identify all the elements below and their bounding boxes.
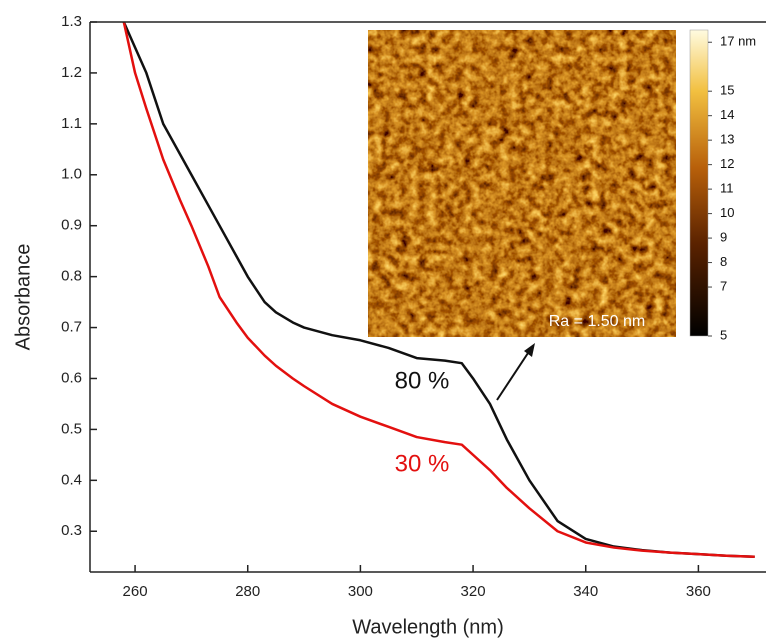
y-tick-label: 0.9 [61, 217, 82, 234]
x-tick-label: 260 [123, 583, 148, 600]
colorbar-tick-label: 17 nm [720, 34, 756, 49]
colorbar-tick-label: 9 [720, 230, 727, 245]
y-axis-label: Absorbance [12, 244, 34, 351]
colorbar-tick-label: 11 [720, 181, 734, 196]
plot-area [122, 22, 755, 558]
y-tick-label: 0.6 [61, 369, 82, 386]
x-tick-label: 340 [573, 583, 598, 600]
y-tick-label: 0.3 [61, 522, 82, 539]
x-axis-label: Wavelength (nm) [352, 616, 504, 638]
y-tick-label: 0.8 [61, 268, 82, 285]
x-tick-label: 280 [235, 583, 260, 600]
colorbar-tick-label: 15 [720, 83, 734, 98]
colorbar-tick-label: 8 [720, 254, 727, 269]
series-label: 80 % [395, 367, 450, 394]
y-tick-label: 1.2 [61, 64, 82, 81]
y-tick-label: 0.4 [61, 471, 82, 488]
y-tick-label: 1.3 [61, 13, 82, 30]
arrow [496, 349, 531, 401]
y-tick-label: 1.0 [61, 166, 82, 183]
afm-image [368, 30, 676, 337]
colorbar [689, 29, 709, 337]
arrow-head [524, 343, 535, 357]
colorbar-tick-label: 5 [720, 327, 727, 342]
line-series [122, 22, 755, 558]
y-tick-label: 1.1 [61, 115, 82, 132]
colorbar-tick-label: 13 [720, 132, 734, 147]
colorbar-tick-label: 7 [720, 278, 727, 293]
y-tick-label: 0.7 [61, 319, 82, 336]
colorbar-tick-label: 12 [720, 156, 734, 171]
line-series [122, 22, 755, 558]
x-tick-label: 360 [686, 583, 711, 600]
x-tick-label: 300 [348, 583, 373, 600]
colorbar-tick-label: 14 [720, 107, 734, 122]
inset-annotation: Ra = 1.50 nm [549, 313, 646, 330]
colorbar-tick-label: 10 [720, 205, 734, 220]
series-label: 30 % [395, 450, 450, 477]
x-tick-label: 320 [461, 583, 486, 600]
y-tick-label: 0.5 [61, 420, 82, 437]
